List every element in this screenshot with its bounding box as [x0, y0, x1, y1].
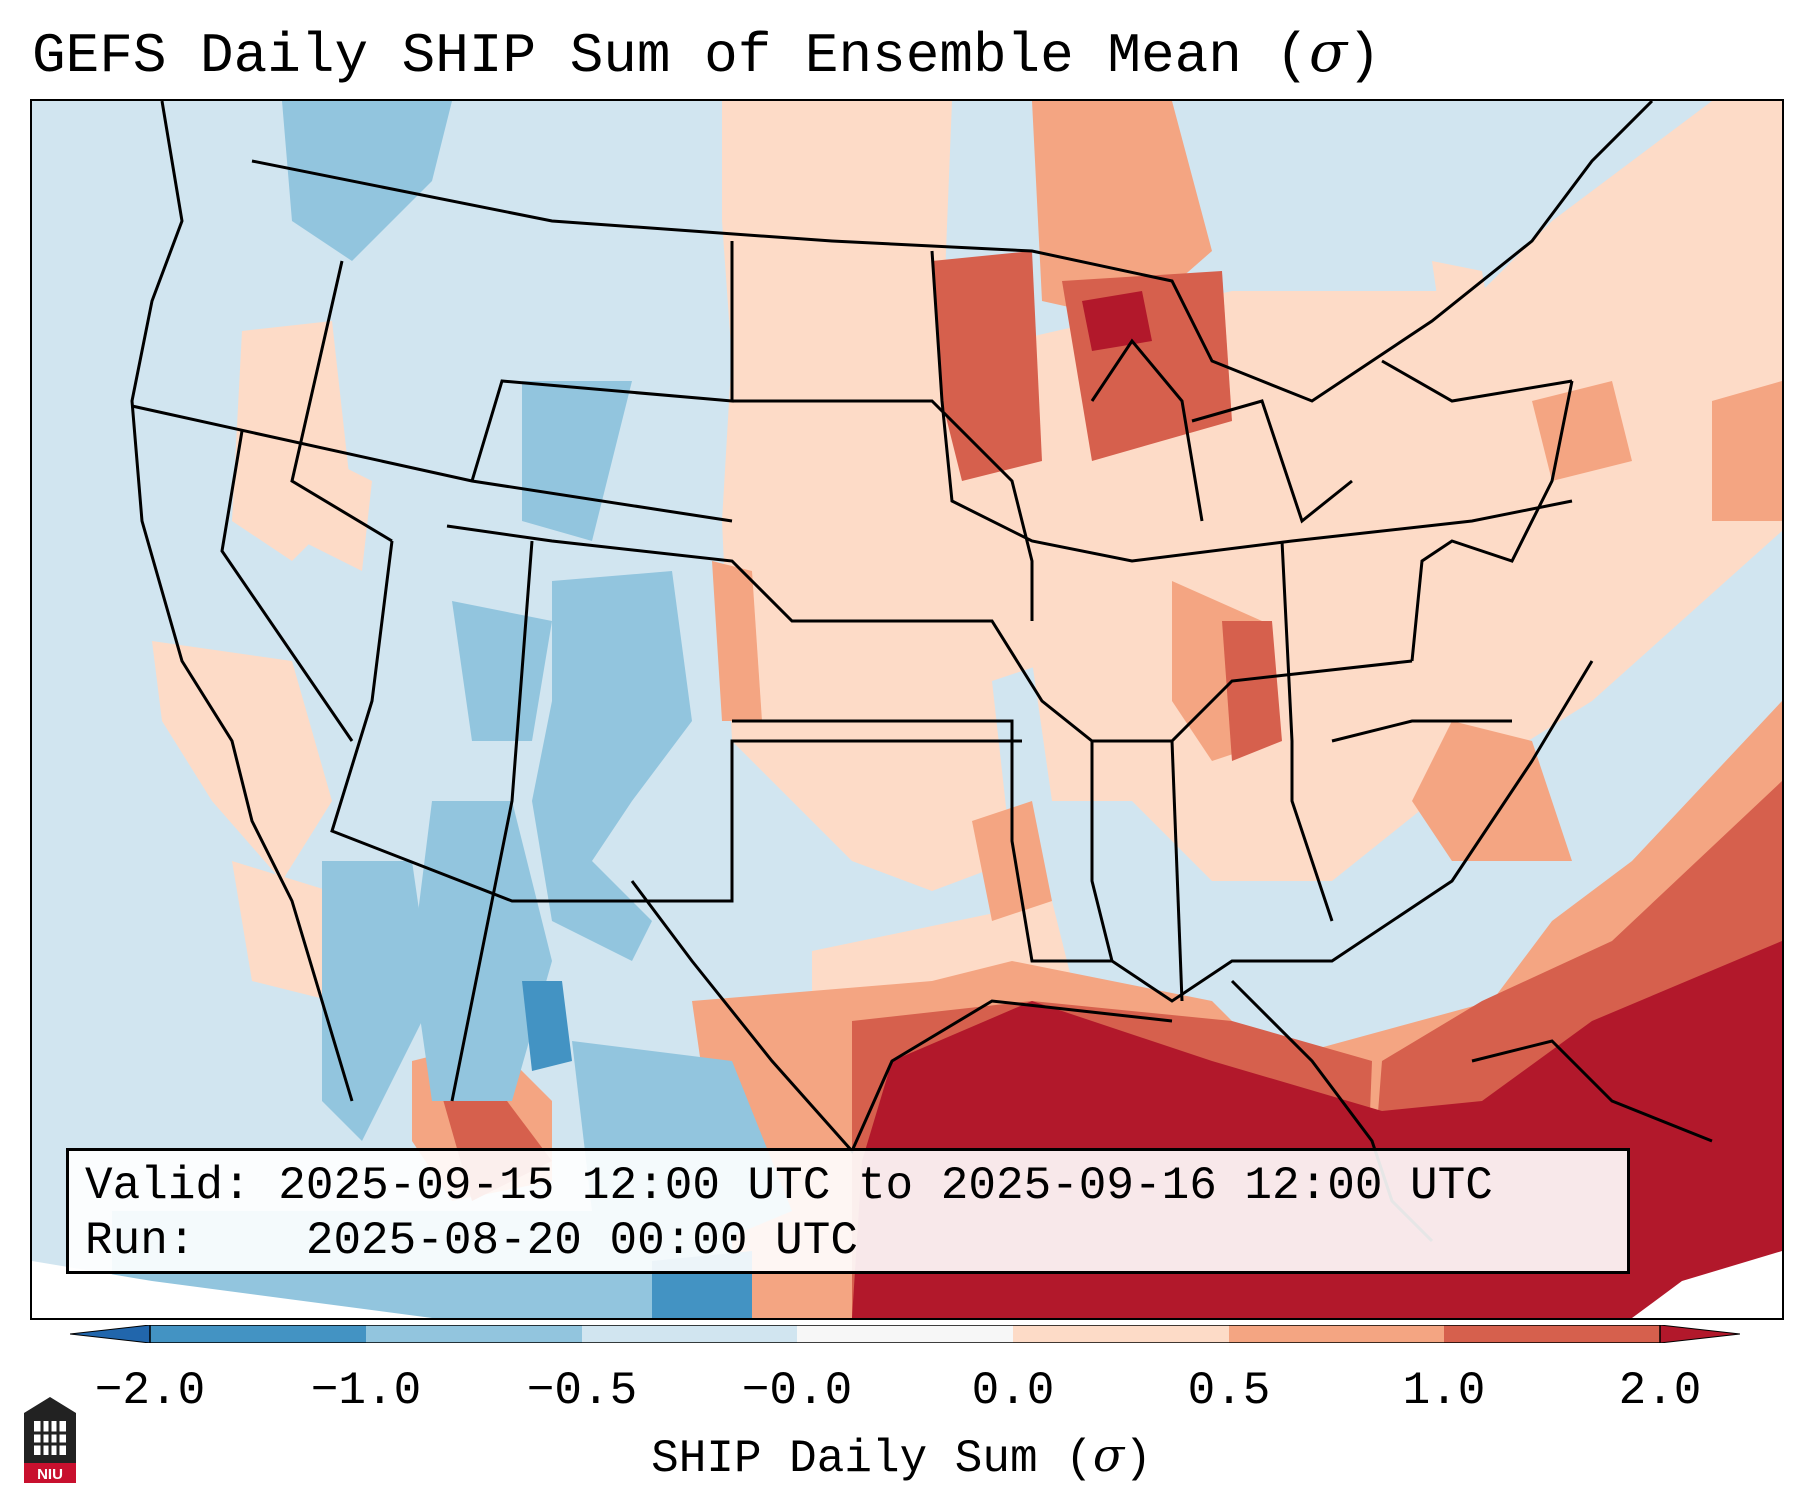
map-title: GEFS Daily SHIP Sum of Ensemble Mean (σ) [32, 20, 1381, 88]
valid-label: Valid: [85, 1160, 251, 1212]
colorbar-label: SHIP Daily Sum (σ) [651, 1428, 1152, 1485]
colorbar-bin [582, 1325, 797, 1343]
colorbar-bin [150, 1325, 366, 1343]
colorbar-tick-label: −2.0 [94, 1365, 206, 1417]
colorbar-tick-label: −0.5 [526, 1365, 638, 1417]
colorbar-bin [366, 1325, 582, 1343]
valid-value: 2025-09-15 12:00 UTC to 2025-09-16 12:00… [278, 1160, 1493, 1212]
anomaly-field [32, 101, 1782, 1318]
svg-text:NIU: NIU [37, 1466, 63, 1483]
colorbar-bin [1013, 1325, 1229, 1343]
colorbar-tick-label: −0.0 [741, 1365, 853, 1417]
colorbar-tick-label: −1.0 [310, 1365, 422, 1417]
niu-logo: NIU [24, 1397, 76, 1483]
map-panel [30, 99, 1784, 1320]
colorbar-tick-label: 2.0 [1618, 1365, 1702, 1417]
colorbar-bin [1229, 1325, 1444, 1343]
colorbar-tick-label: 1.0 [1402, 1365, 1486, 1417]
colorbar [70, 1325, 1740, 1343]
colorbar-tick-label: 0.5 [1187, 1365, 1271, 1417]
colorbar-bin [1444, 1325, 1660, 1343]
run-value: 2025-08-20 00:00 UTC [305, 1215, 858, 1267]
valid-run-info-box: Valid: 2025-09-15 12:00 UTC to 2025-09-1… [66, 1148, 1630, 1274]
run-label: Run: [85, 1215, 196, 1267]
colorbar-bin [797, 1325, 1013, 1343]
colorbar-over-triangle [1659, 1325, 1740, 1343]
colorbar-under-triangle [70, 1325, 151, 1343]
colorbar-tick-label: 0.0 [971, 1365, 1055, 1417]
